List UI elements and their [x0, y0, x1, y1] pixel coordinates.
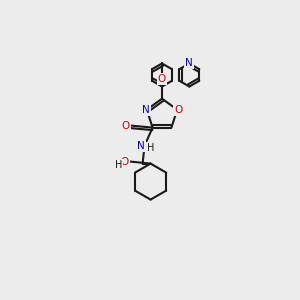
Text: O: O — [158, 74, 166, 85]
Text: O: O — [121, 157, 129, 166]
Text: O: O — [122, 121, 130, 130]
Text: N: N — [142, 105, 150, 115]
Text: N: N — [137, 141, 145, 151]
Text: H: H — [115, 160, 122, 170]
Text: N: N — [185, 58, 193, 68]
Text: H: H — [147, 142, 154, 153]
Text: O: O — [174, 105, 182, 115]
